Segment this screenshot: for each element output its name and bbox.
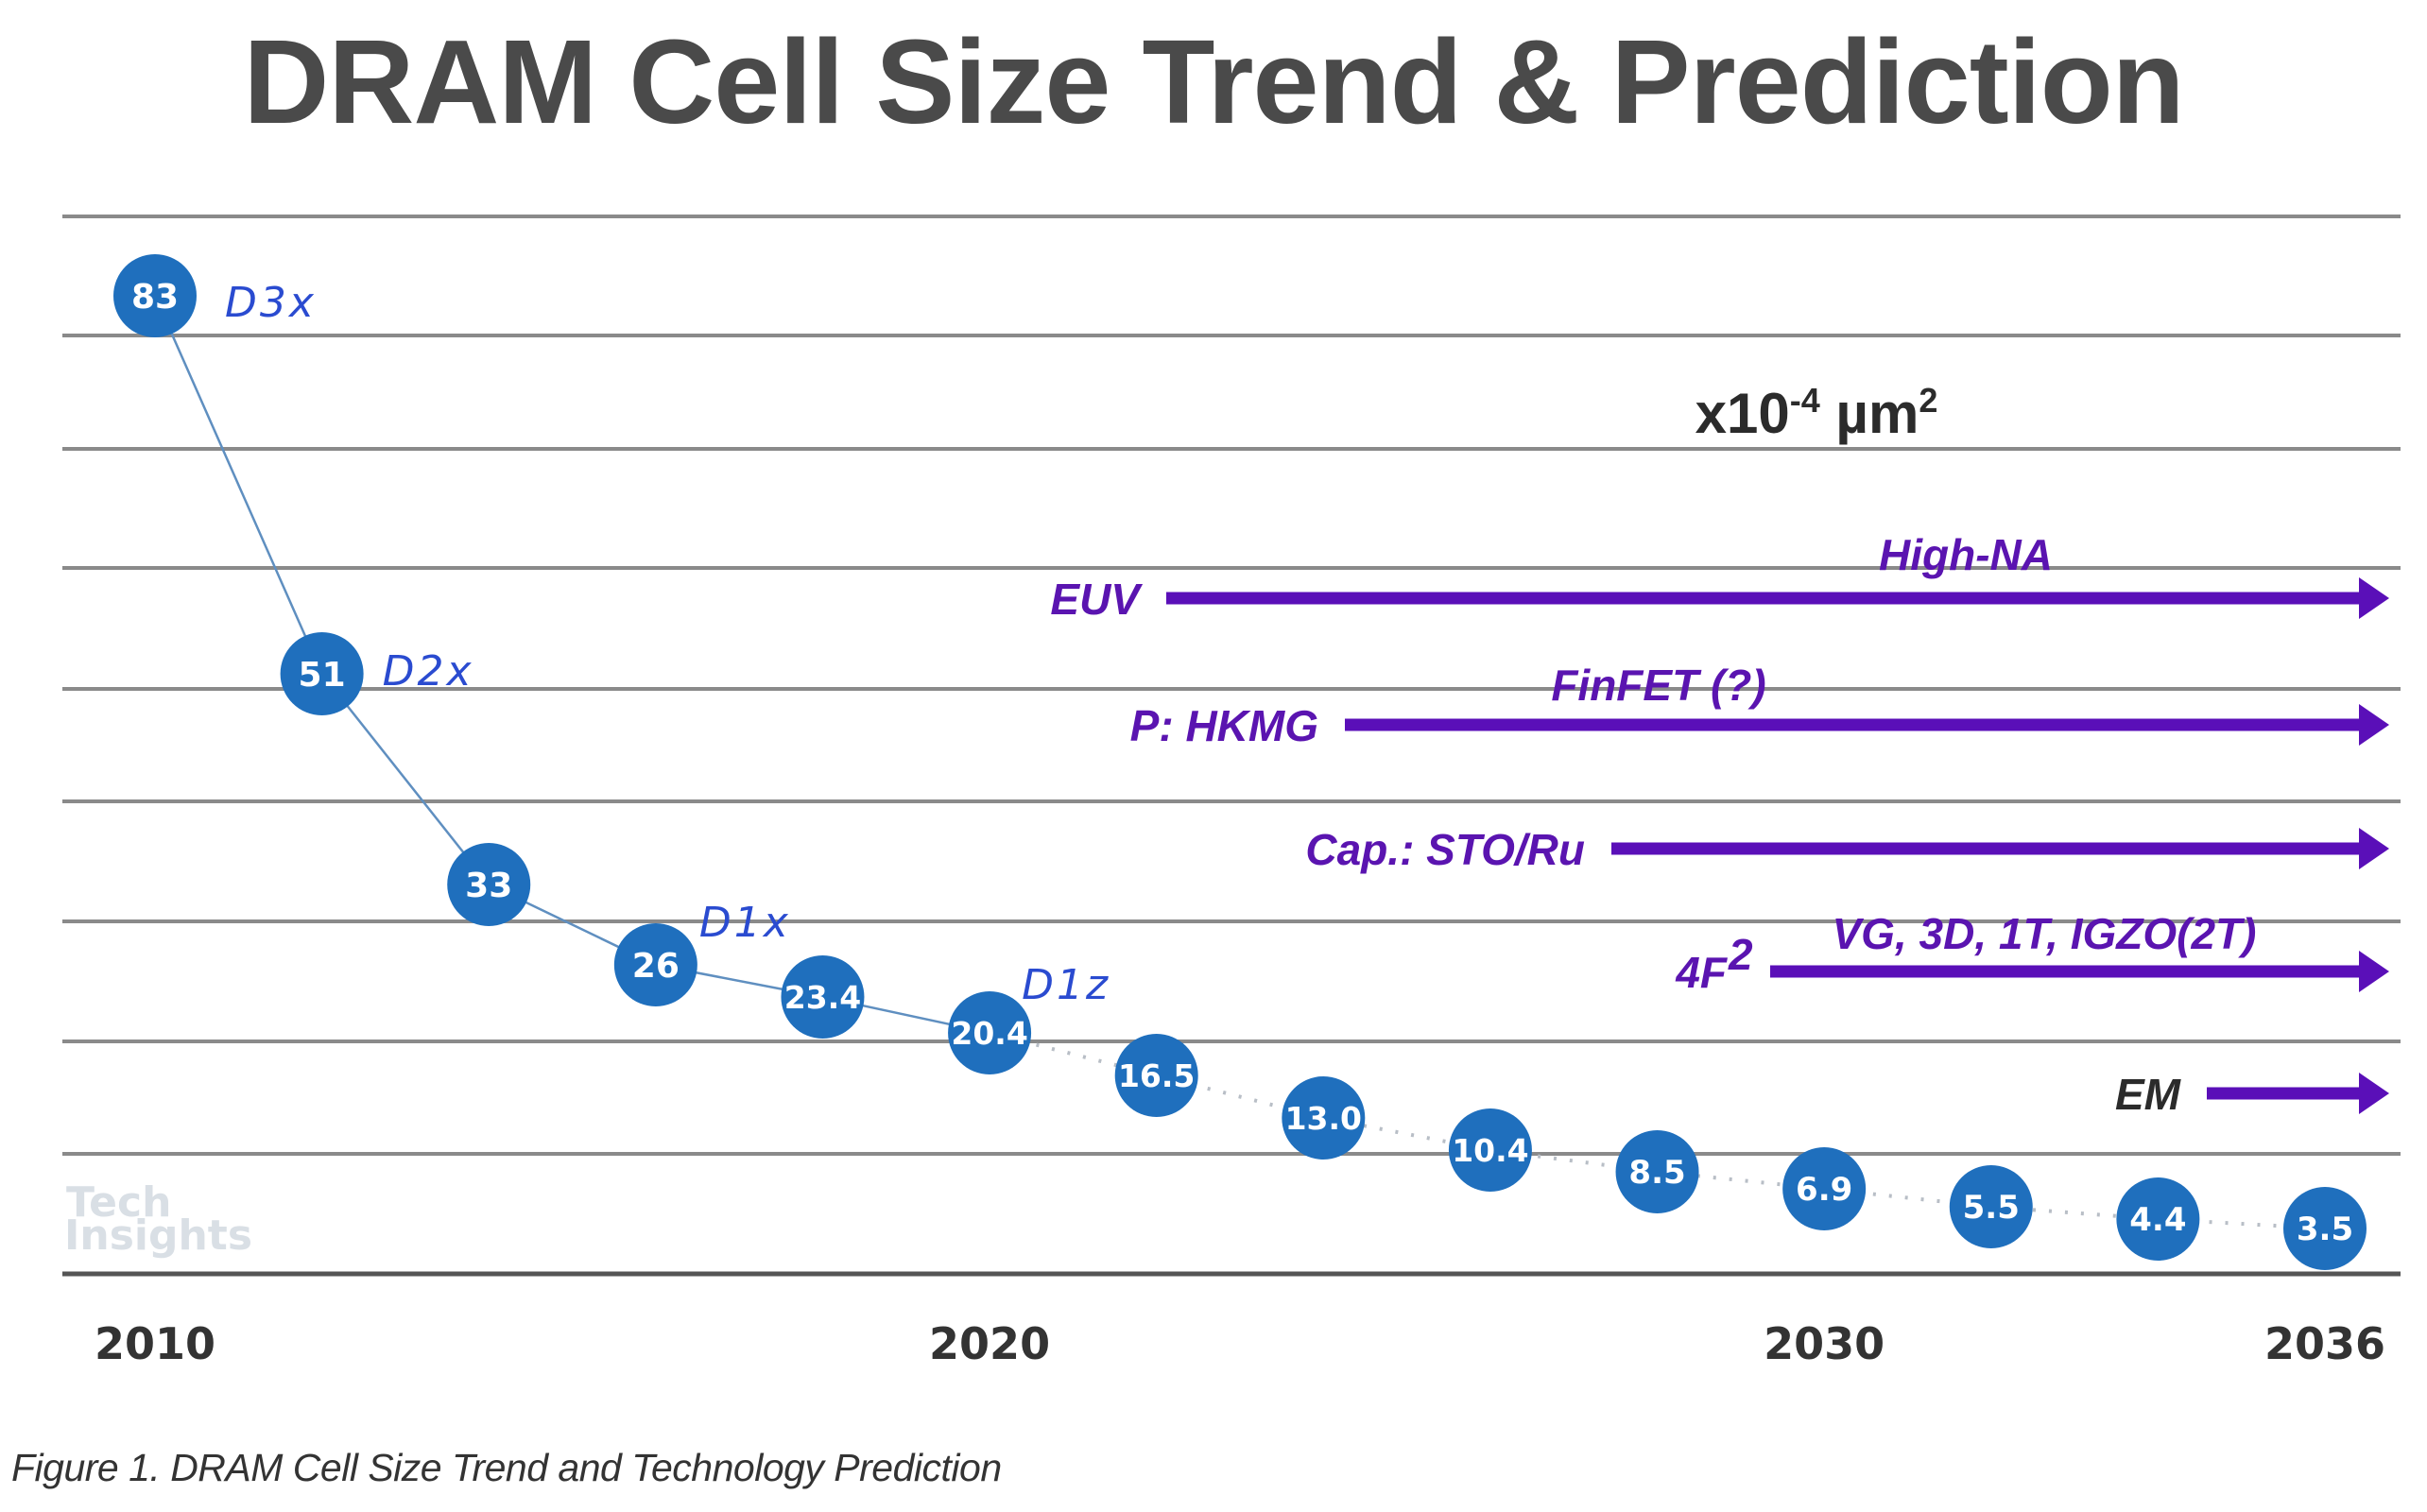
data-point-label: 6.9 [1796,1171,1852,1209]
technology-label: EUV [1050,575,1143,624]
data-point: 16.5 [1114,1034,1198,1117]
data-point-label: 10.4 [1452,1132,1528,1169]
arrow-head-icon [2359,1073,2389,1114]
data-point: 51 [280,632,364,715]
data-point-marker [2116,1177,2200,1261]
x-axis-ticks: 2010 2020 2030 2036 [95,1318,2385,1369]
data-point-label: 23.4 [784,979,861,1016]
x-tick-label: 2010 [95,1318,215,1369]
x-tick-label: 2030 [1764,1318,1885,1369]
data-point-marker [1282,1076,1366,1160]
data-point-marker [613,923,697,1006]
data-point: 23.4 [781,955,865,1039]
data-point-label: 13.0 [1285,1100,1362,1137]
data-points: 83 51 33 26 23.4 20.4 16.5 13.0 10.4 8.5 6.9 5.5 4.4… [113,254,2367,1270]
technology-arrow-row: EM [2115,1070,2389,1119]
technology-label: P: HKMG [1130,701,1318,750]
technology-arrow-row: P: HKMG FinFET (?) [1130,661,2389,750]
data-point: 6.9 [1782,1147,1867,1230]
techinsights-watermark: Tech Insights [64,1178,252,1260]
node-labels: D3x D2x D1x D1z [225,279,1110,1009]
data-point-label: 16.5 [1118,1057,1195,1094]
node-label: D2x [383,647,474,696]
data-point-marker [2283,1187,2367,1270]
technology-label: Cap.: STO/Ru [1305,825,1585,874]
data-point: 83 [113,254,197,337]
arrow-head-icon [2359,828,2389,869]
data-point-label: 26 [632,947,680,986]
data-point-marker [781,955,865,1039]
technology-label-superscript: 2 [1728,930,1753,979]
data-point: 3.5 [2283,1187,2367,1270]
technology-label: 4F [1675,948,1729,997]
node-label: D1x [699,899,791,947]
data-point-label: 3.5 [2297,1211,2353,1248]
data-point-marker [1782,1147,1867,1230]
data-point: 10.4 [1448,1108,1532,1192]
technology-arrow-row: Cap.: STO/Ru [1305,825,2389,874]
technology-sub-label: High-NA [1879,530,2053,579]
data-point-label: 8.5 [1628,1154,1685,1192]
data-point-marker [447,843,531,926]
technology-arrows: EUV High-NA P: HKMG FinFET (?) Cap.: STO/Ru 4… [1050,530,2389,1119]
data-point-label: 20.4 [951,1015,1027,1052]
unit-label-text: x10-4 µm2 [1695,381,1938,445]
unit-label: x10-4 µm2 [1695,381,1938,445]
data-point: 4.4 [2116,1177,2200,1261]
figure-caption: Figure 1. DRAM Cell Size Trend and Techn… [11,1446,1002,1489]
data-point-label: 33 [465,867,512,905]
chart-title: DRAM Cell Size Trend & Prediction [243,15,2184,148]
trend-line [153,295,2326,1230]
data-point: 33 [447,843,531,926]
node-label: D3x [225,279,317,327]
data-point-marker [280,632,364,715]
technology-sub-label: FinFET (?) [1551,661,1765,710]
technology-arrow-row: 4F 2 VG, 3D, 1T, IGZO(2T) [1675,909,2389,997]
x-tick-label: 2036 [2264,1318,2385,1369]
arrow-head-icon [2359,704,2389,746]
data-point: 20.4 [948,991,1032,1074]
x-tick-label: 2020 [929,1318,1050,1369]
technology-label: EM [2115,1070,2182,1119]
data-point-marker [1949,1165,2033,1248]
technology-arrow-row: EUV High-NA [1050,530,2389,624]
arrow-head-icon [2359,951,2389,992]
data-point: 5.5 [1949,1165,2033,1248]
data-point: 8.5 [1615,1130,1699,1213]
data-point-label: 83 [131,278,179,317]
data-point-marker [113,254,197,337]
data-point: 13.0 [1282,1076,1366,1160]
technology-sub-label: VG, 3D, 1T, IGZO(2T) [1833,909,2257,958]
arrow-head-icon [2359,577,2389,619]
data-point-marker [1615,1130,1699,1213]
data-point-marker [1114,1034,1198,1117]
data-point-label: 4.4 [2129,1201,2186,1239]
data-point-label: 51 [299,656,346,695]
data-point-label: 5.5 [1963,1189,2020,1227]
watermark-line2: Insights [64,1211,252,1260]
watermark-line1: Tech [66,1178,171,1227]
node-label: D1z [1022,961,1110,1009]
data-point: 26 [613,923,697,1006]
data-point-marker [948,991,1032,1074]
gridlines [62,215,2401,1277]
data-point-marker [1448,1108,1532,1192]
